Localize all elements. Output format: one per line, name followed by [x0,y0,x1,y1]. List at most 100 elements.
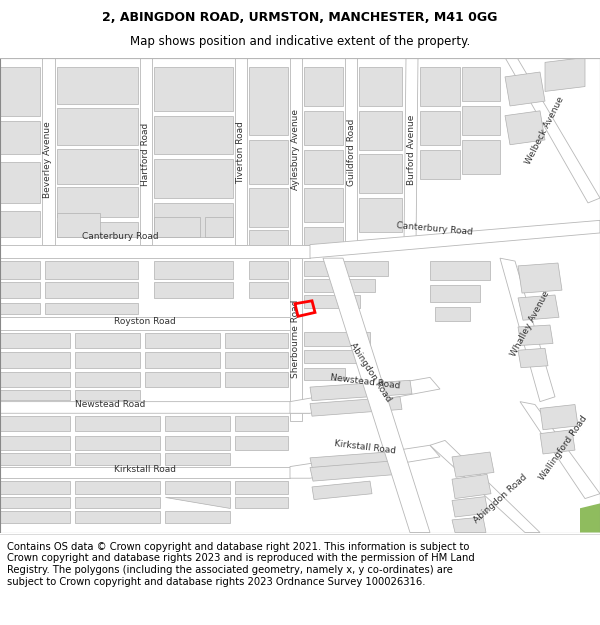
Polygon shape [518,263,562,293]
Polygon shape [0,453,70,464]
Polygon shape [57,68,138,104]
Polygon shape [452,452,494,478]
Text: Sherbourne Road: Sherbourne Road [292,299,301,378]
Polygon shape [0,372,70,387]
Polygon shape [75,436,160,450]
Polygon shape [57,222,138,237]
Polygon shape [57,188,138,218]
Polygon shape [420,149,460,179]
Polygon shape [42,58,55,244]
Polygon shape [420,111,460,145]
Polygon shape [545,58,585,91]
Polygon shape [518,348,548,368]
Polygon shape [310,397,402,416]
Polygon shape [145,372,220,387]
Polygon shape [304,261,388,276]
Polygon shape [225,372,288,387]
Polygon shape [165,497,230,508]
Text: Abingdon Road: Abingdon Road [347,341,392,404]
Polygon shape [154,282,233,298]
Polygon shape [140,58,152,244]
Polygon shape [304,227,343,244]
Polygon shape [249,230,288,244]
Polygon shape [0,402,310,413]
Polygon shape [452,497,488,517]
Polygon shape [290,58,302,258]
Polygon shape [75,497,160,508]
Polygon shape [430,261,490,281]
Polygon shape [205,217,233,237]
Polygon shape [75,481,160,494]
Polygon shape [154,261,233,279]
Polygon shape [0,244,310,258]
Text: Map shows position and indicative extent of the property.: Map shows position and indicative extent… [130,35,470,48]
Text: Contains OS data © Crown copyright and database right 2021. This information is : Contains OS data © Crown copyright and d… [7,542,475,586]
Polygon shape [290,378,440,413]
Polygon shape [75,511,160,522]
Polygon shape [462,68,500,101]
Polygon shape [45,282,138,298]
Polygon shape [0,68,40,116]
Polygon shape [430,285,480,302]
Polygon shape [75,372,140,387]
Polygon shape [540,430,575,454]
Polygon shape [304,295,360,308]
Polygon shape [235,436,288,450]
Text: Tiverton Road: Tiverton Road [236,121,245,184]
Polygon shape [0,261,40,279]
Polygon shape [505,72,545,106]
Polygon shape [345,58,357,244]
Polygon shape [235,497,288,508]
Polygon shape [45,261,138,279]
Polygon shape [235,58,247,244]
Text: Abingdon Road: Abingdon Road [472,472,529,525]
Text: Aylesbury Avenue: Aylesbury Avenue [292,109,301,190]
Text: Beverley Avenue: Beverley Avenue [44,121,53,198]
Polygon shape [57,108,138,145]
Polygon shape [0,211,40,237]
Polygon shape [75,352,140,367]
Polygon shape [304,188,343,222]
Polygon shape [165,436,230,450]
Polygon shape [0,390,70,400]
Polygon shape [310,380,412,401]
Polygon shape [290,445,440,478]
Polygon shape [312,481,372,499]
Polygon shape [0,318,290,330]
Polygon shape [0,481,70,494]
Polygon shape [75,332,140,348]
Text: 2, ABINGDON ROAD, URMSTON, MANCHESTER, M41 0GG: 2, ABINGDON ROAD, URMSTON, MANCHESTER, M… [103,11,497,24]
Polygon shape [154,116,233,154]
Polygon shape [165,481,230,494]
Polygon shape [0,436,70,450]
Text: Burford Avenue: Burford Avenue [407,114,416,185]
Polygon shape [310,451,403,471]
Polygon shape [304,350,360,363]
Polygon shape [0,416,70,431]
Polygon shape [154,68,233,111]
Polygon shape [249,140,288,184]
Polygon shape [0,352,70,367]
Polygon shape [0,332,70,348]
Polygon shape [304,68,343,106]
Polygon shape [304,332,370,346]
Polygon shape [57,213,100,237]
Polygon shape [145,352,220,367]
Polygon shape [235,416,288,431]
Polygon shape [420,68,460,106]
Polygon shape [462,106,500,135]
Text: Hartford Road: Hartford Road [142,123,151,186]
Text: Wallingford Road: Wallingford Road [538,414,589,482]
Polygon shape [249,68,288,135]
Polygon shape [0,302,40,314]
Polygon shape [540,404,578,430]
Text: Kirkstall Road: Kirkstall Road [114,465,176,474]
Polygon shape [310,461,398,481]
Polygon shape [359,111,402,149]
Text: Newstead Road: Newstead Road [329,374,400,391]
Polygon shape [75,390,140,400]
Polygon shape [0,497,70,508]
Polygon shape [359,198,402,232]
Polygon shape [404,58,418,244]
Polygon shape [435,307,470,321]
